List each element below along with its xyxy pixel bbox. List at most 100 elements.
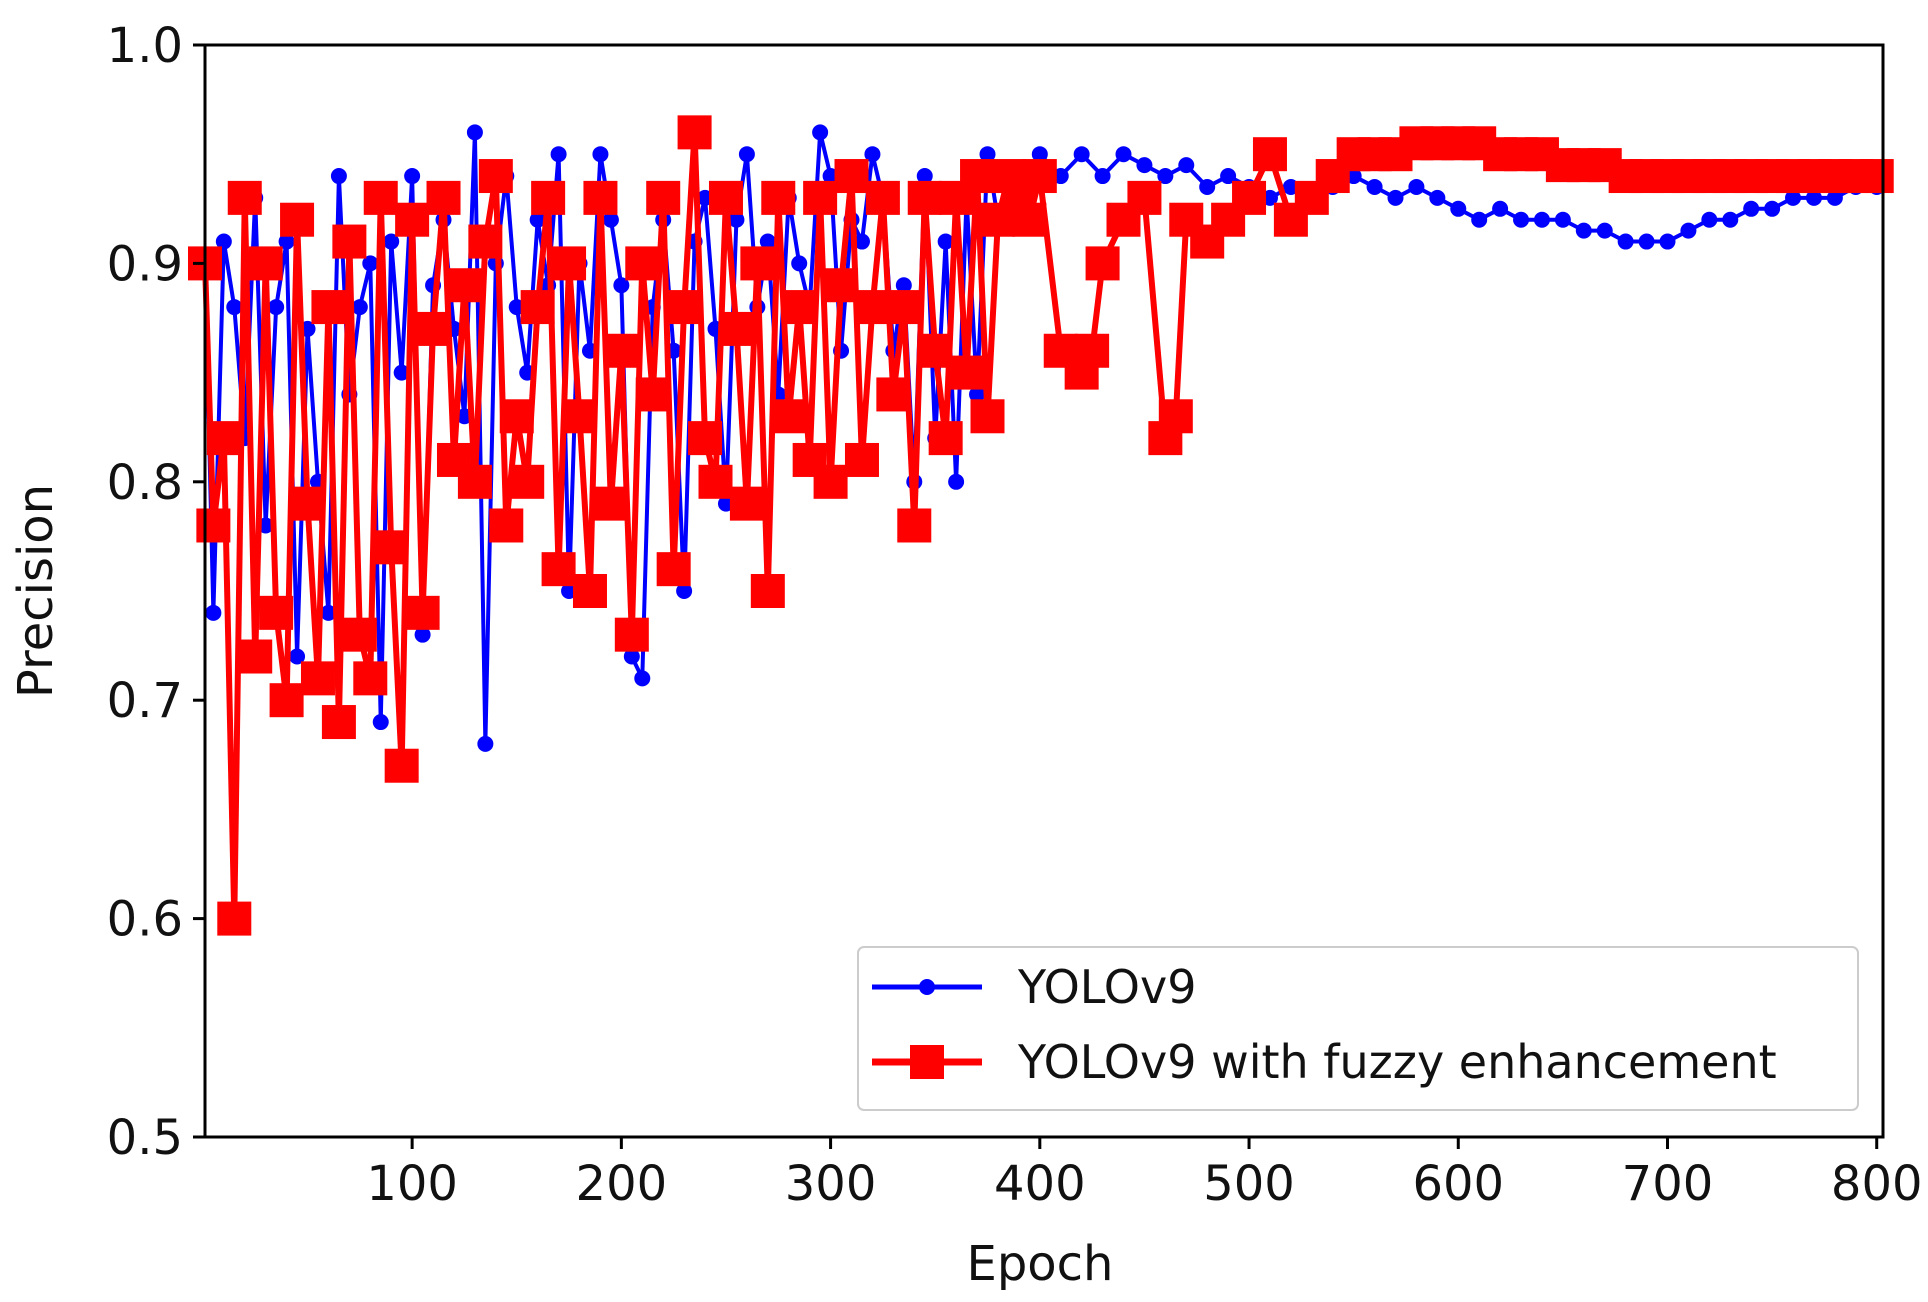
- legend-box: [857, 946, 1859, 1111]
- data-point-yolov9: [404, 168, 421, 185]
- data-point-yolov9: [1031, 146, 1048, 163]
- data-point-fuzzy: [416, 311, 451, 346]
- data-point-fuzzy: [248, 246, 283, 281]
- data-point-yolov9: [728, 211, 745, 228]
- data-point-fuzzy: [583, 180, 618, 215]
- data-point-fuzzy: [614, 617, 649, 652]
- data-point-yolov9: [937, 233, 954, 250]
- data-point-yolov9: [1638, 233, 1655, 250]
- data-point-fuzzy: [332, 224, 367, 259]
- data-point-fuzzy: [572, 574, 607, 608]
- y-tick-label: 1.0: [107, 18, 183, 74]
- data-point-fuzzy: [761, 180, 796, 215]
- data-point-yolov9: [351, 299, 368, 316]
- data-point-fuzzy: [708, 180, 743, 215]
- legend-label-fuzzy: YOLOv9 with fuzzy enhancement: [1017, 1035, 1777, 1089]
- data-point-yolov9: [1596, 222, 1613, 239]
- data-point-fuzzy: [269, 683, 304, 718]
- data-point-fuzzy: [698, 464, 733, 499]
- x-tick-label: 800: [1831, 1156, 1923, 1212]
- data-point-fuzzy: [1158, 399, 1193, 434]
- data-point-fuzzy: [1022, 159, 1057, 194]
- data-point-yolov9: [320, 604, 337, 621]
- y-tick-label: 0.8: [107, 455, 183, 511]
- data-point-fuzzy: [342, 617, 377, 652]
- data-point-fuzzy: [300, 661, 335, 696]
- data-point-fuzzy: [384, 748, 419, 783]
- y-tick-label: 0.5: [107, 1110, 183, 1166]
- data-point-yolov9: [393, 364, 410, 381]
- data-point-yolov9: [1659, 233, 1676, 250]
- y-tick-label: 0.9: [107, 236, 183, 292]
- data-point-fuzzy: [824, 268, 859, 303]
- data-point-fuzzy: [227, 180, 262, 215]
- data-point-fuzzy: [311, 290, 346, 325]
- data-point-yolov9: [623, 648, 640, 665]
- data-point-fuzzy: [1075, 333, 1110, 368]
- data-point-fuzzy: [593, 486, 628, 521]
- data-point-yolov9: [215, 233, 232, 250]
- legend: YOLOv9 YOLOv9 with fuzzy enhancement: [857, 946, 1859, 1111]
- data-point-yolov9: [613, 277, 630, 294]
- data-point-yolov9: [1785, 189, 1802, 206]
- data-point-fuzzy: [740, 246, 775, 281]
- data-point-fuzzy: [918, 333, 953, 368]
- data-point-yolov9: [1513, 211, 1530, 228]
- data-point-yolov9: [1722, 211, 1739, 228]
- data-point-yolov9: [738, 146, 755, 163]
- data-point-yolov9: [602, 211, 619, 228]
- data-point-fuzzy: [803, 180, 838, 215]
- plot-frame: [203, 43, 1885, 1139]
- data-point-yolov9: [1178, 157, 1195, 174]
- data-point-yolov9: [895, 277, 912, 294]
- data-point-yolov9: [1115, 146, 1132, 163]
- data-point-yolov9: [414, 626, 431, 643]
- y-tick-label: 0.7: [107, 673, 183, 729]
- data-point-fuzzy: [876, 377, 911, 412]
- data-point-fuzzy: [478, 159, 513, 194]
- data-point-yolov9: [372, 714, 389, 731]
- data-point-fuzzy: [771, 399, 806, 434]
- data-point-yolov9: [1617, 233, 1634, 250]
- x-tick-label: 300: [785, 1156, 877, 1212]
- data-point-fuzzy: [855, 290, 890, 325]
- data-point-fuzzy: [960, 159, 995, 194]
- data-point-fuzzy: [865, 180, 900, 215]
- data-point-fuzzy: [196, 508, 231, 543]
- data-point-fuzzy: [395, 202, 430, 237]
- data-point-fuzzy: [677, 115, 712, 150]
- data-point-yolov9: [1492, 200, 1509, 217]
- data-point-fuzzy: [405, 595, 440, 630]
- data-point-fuzzy: [206, 421, 241, 456]
- data-point-yolov9: [759, 233, 776, 250]
- data-point-yolov9: [676, 583, 693, 599]
- data-point-fuzzy: [238, 639, 273, 674]
- data-point-yolov9: [278, 233, 295, 250]
- data-point-yolov9: [1199, 178, 1216, 195]
- data-point-fuzzy: [510, 464, 545, 499]
- x-tick-label: 500: [1203, 1156, 1295, 1212]
- data-point-yolov9: [853, 233, 870, 250]
- data-point-yolov9: [1743, 200, 1760, 217]
- data-point-yolov9: [969, 386, 986, 403]
- data-point-fuzzy: [447, 268, 482, 303]
- data-point-fuzzy: [886, 290, 921, 325]
- data-point-fuzzy: [907, 180, 942, 215]
- data-point-yolov9: [1157, 168, 1174, 185]
- data-point-yolov9: [1805, 189, 1822, 206]
- data-point-fuzzy: [688, 421, 723, 456]
- data-point-fuzzy: [321, 705, 356, 740]
- data-point-yolov9: [1408, 178, 1425, 195]
- data-point-yolov9: [791, 255, 808, 272]
- data-point-yolov9: [979, 146, 996, 163]
- y-tick-label: 0.6: [107, 892, 183, 948]
- data-point-yolov9: [550, 146, 567, 163]
- data-point-yolov9: [634, 670, 651, 687]
- data-point-fuzzy: [729, 486, 764, 521]
- data-point-fuzzy: [667, 290, 702, 325]
- data-point-yolov9: [1680, 222, 1697, 239]
- data-point-fuzzy: [813, 464, 848, 499]
- data-point-yolov9: [1826, 189, 1843, 206]
- y-axis: 0.5 0.6 0.7 0.8 0.9 1.0: [107, 18, 205, 1166]
